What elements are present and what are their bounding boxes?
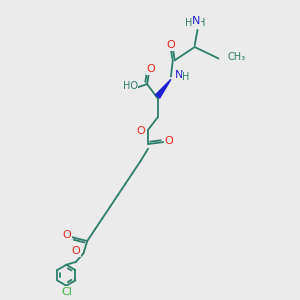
Text: CH₃: CH₃ xyxy=(228,52,246,62)
Text: H: H xyxy=(185,18,193,28)
Text: HO: HO xyxy=(122,81,137,91)
Text: H: H xyxy=(182,73,190,82)
Text: O: O xyxy=(147,64,155,74)
Text: O: O xyxy=(62,230,71,240)
Text: O: O xyxy=(165,136,173,146)
Text: H: H xyxy=(198,18,205,28)
Text: O: O xyxy=(71,247,80,256)
Text: Cl: Cl xyxy=(61,287,72,297)
Text: O: O xyxy=(136,126,145,136)
Polygon shape xyxy=(155,80,171,98)
Text: N: N xyxy=(175,70,184,80)
Text: N: N xyxy=(191,16,200,26)
Text: O: O xyxy=(167,40,175,50)
